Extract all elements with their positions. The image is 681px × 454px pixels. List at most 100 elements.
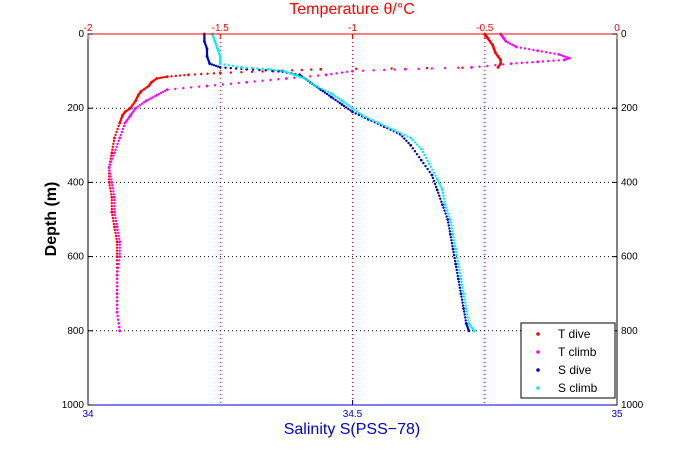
data-point bbox=[329, 91, 333, 95]
data-point bbox=[113, 151, 116, 155]
data-point bbox=[113, 195, 116, 199]
data-point bbox=[460, 298, 464, 301]
data-point bbox=[458, 268, 461, 272]
data-point bbox=[109, 187, 112, 190]
data-point bbox=[346, 70, 349, 74]
data-point bbox=[258, 68, 261, 72]
data-point bbox=[115, 237, 118, 240]
data-point bbox=[114, 216, 117, 220]
data-point bbox=[110, 195, 114, 199]
data-point bbox=[338, 98, 341, 101]
data-point bbox=[159, 91, 163, 95]
data-point bbox=[399, 132, 403, 135]
data-point bbox=[342, 101, 346, 104]
legend-marker bbox=[536, 386, 540, 390]
data-point bbox=[118, 255, 122, 258]
data-point bbox=[256, 67, 259, 70]
data-point bbox=[444, 206, 448, 209]
data-point bbox=[317, 86, 320, 89]
data-point bbox=[183, 73, 186, 77]
data-point bbox=[115, 303, 119, 307]
data-point bbox=[511, 43, 514, 46]
data-point bbox=[111, 157, 114, 160]
data-point bbox=[448, 230, 452, 233]
data-point bbox=[115, 225, 119, 229]
data-point bbox=[349, 109, 352, 112]
legend-marker bbox=[536, 350, 540, 354]
data-point bbox=[300, 68, 303, 72]
data-point bbox=[108, 184, 111, 187]
data-point bbox=[120, 130, 124, 134]
data-point bbox=[387, 126, 390, 129]
data-point bbox=[347, 107, 350, 111]
data-point bbox=[467, 329, 471, 333]
data-point bbox=[355, 67, 358, 71]
data-point bbox=[429, 165, 432, 169]
data-point bbox=[454, 265, 458, 269]
data-point bbox=[321, 89, 325, 93]
data-point bbox=[525, 61, 529, 64]
data-point bbox=[390, 67, 393, 70]
data-point bbox=[449, 221, 453, 224]
data-point bbox=[357, 111, 361, 114]
data-point bbox=[462, 307, 465, 310]
top-tick-label: 0 bbox=[614, 23, 620, 34]
data-point bbox=[458, 283, 461, 286]
data-point bbox=[467, 321, 471, 325]
data-point bbox=[463, 298, 466, 301]
y-tick-label-right: 400 bbox=[621, 177, 638, 188]
data-point bbox=[115, 310, 119, 314]
data-point bbox=[456, 256, 459, 260]
data-point bbox=[435, 177, 439, 181]
data-point bbox=[365, 115, 368, 119]
data-point bbox=[502, 63, 505, 66]
data-point bbox=[303, 77, 307, 80]
data-point bbox=[374, 120, 377, 123]
data-point bbox=[447, 212, 450, 215]
data-point bbox=[443, 200, 446, 203]
data-point bbox=[335, 72, 338, 75]
data-point bbox=[413, 141, 417, 144]
data-point bbox=[433, 182, 437, 186]
y-tick-label-right: 600 bbox=[621, 252, 638, 263]
data-point bbox=[284, 77, 288, 80]
y-tick-label-left: 400 bbox=[67, 177, 84, 188]
data-point bbox=[451, 245, 454, 248]
data-point bbox=[451, 232, 455, 236]
data-point bbox=[245, 80, 249, 84]
data-point bbox=[426, 159, 429, 163]
data-point bbox=[114, 231, 117, 235]
data-point bbox=[118, 136, 122, 140]
data-point bbox=[404, 67, 407, 71]
data-point bbox=[330, 72, 333, 76]
data-points bbox=[107, 32, 571, 333]
data-point bbox=[461, 66, 464, 69]
data-point bbox=[109, 172, 112, 175]
data-point bbox=[439, 197, 442, 200]
data-point bbox=[174, 74, 178, 78]
data-point bbox=[112, 139, 116, 143]
data-point bbox=[227, 63, 230, 67]
data-point bbox=[353, 108, 356, 111]
data-point bbox=[461, 304, 465, 307]
bottom-axis-label: Salinity S(PSS−78) bbox=[284, 421, 421, 438]
data-point bbox=[411, 138, 415, 142]
data-point bbox=[557, 59, 561, 62]
data-point bbox=[113, 210, 116, 214]
data-point bbox=[115, 249, 119, 252]
data-point bbox=[111, 145, 115, 148]
data-point bbox=[214, 64, 218, 68]
data-point bbox=[111, 148, 114, 151]
data-point bbox=[116, 318, 120, 321]
legend-marker bbox=[536, 368, 540, 372]
data-point bbox=[440, 186, 443, 189]
data-point bbox=[463, 313, 466, 316]
data-point bbox=[415, 153, 419, 156]
data-point bbox=[443, 209, 446, 212]
data-point bbox=[447, 224, 450, 227]
data-point bbox=[223, 63, 226, 66]
data-point bbox=[212, 63, 216, 67]
data-point bbox=[229, 82, 233, 85]
data-point bbox=[451, 230, 454, 233]
data-point bbox=[390, 127, 393, 131]
